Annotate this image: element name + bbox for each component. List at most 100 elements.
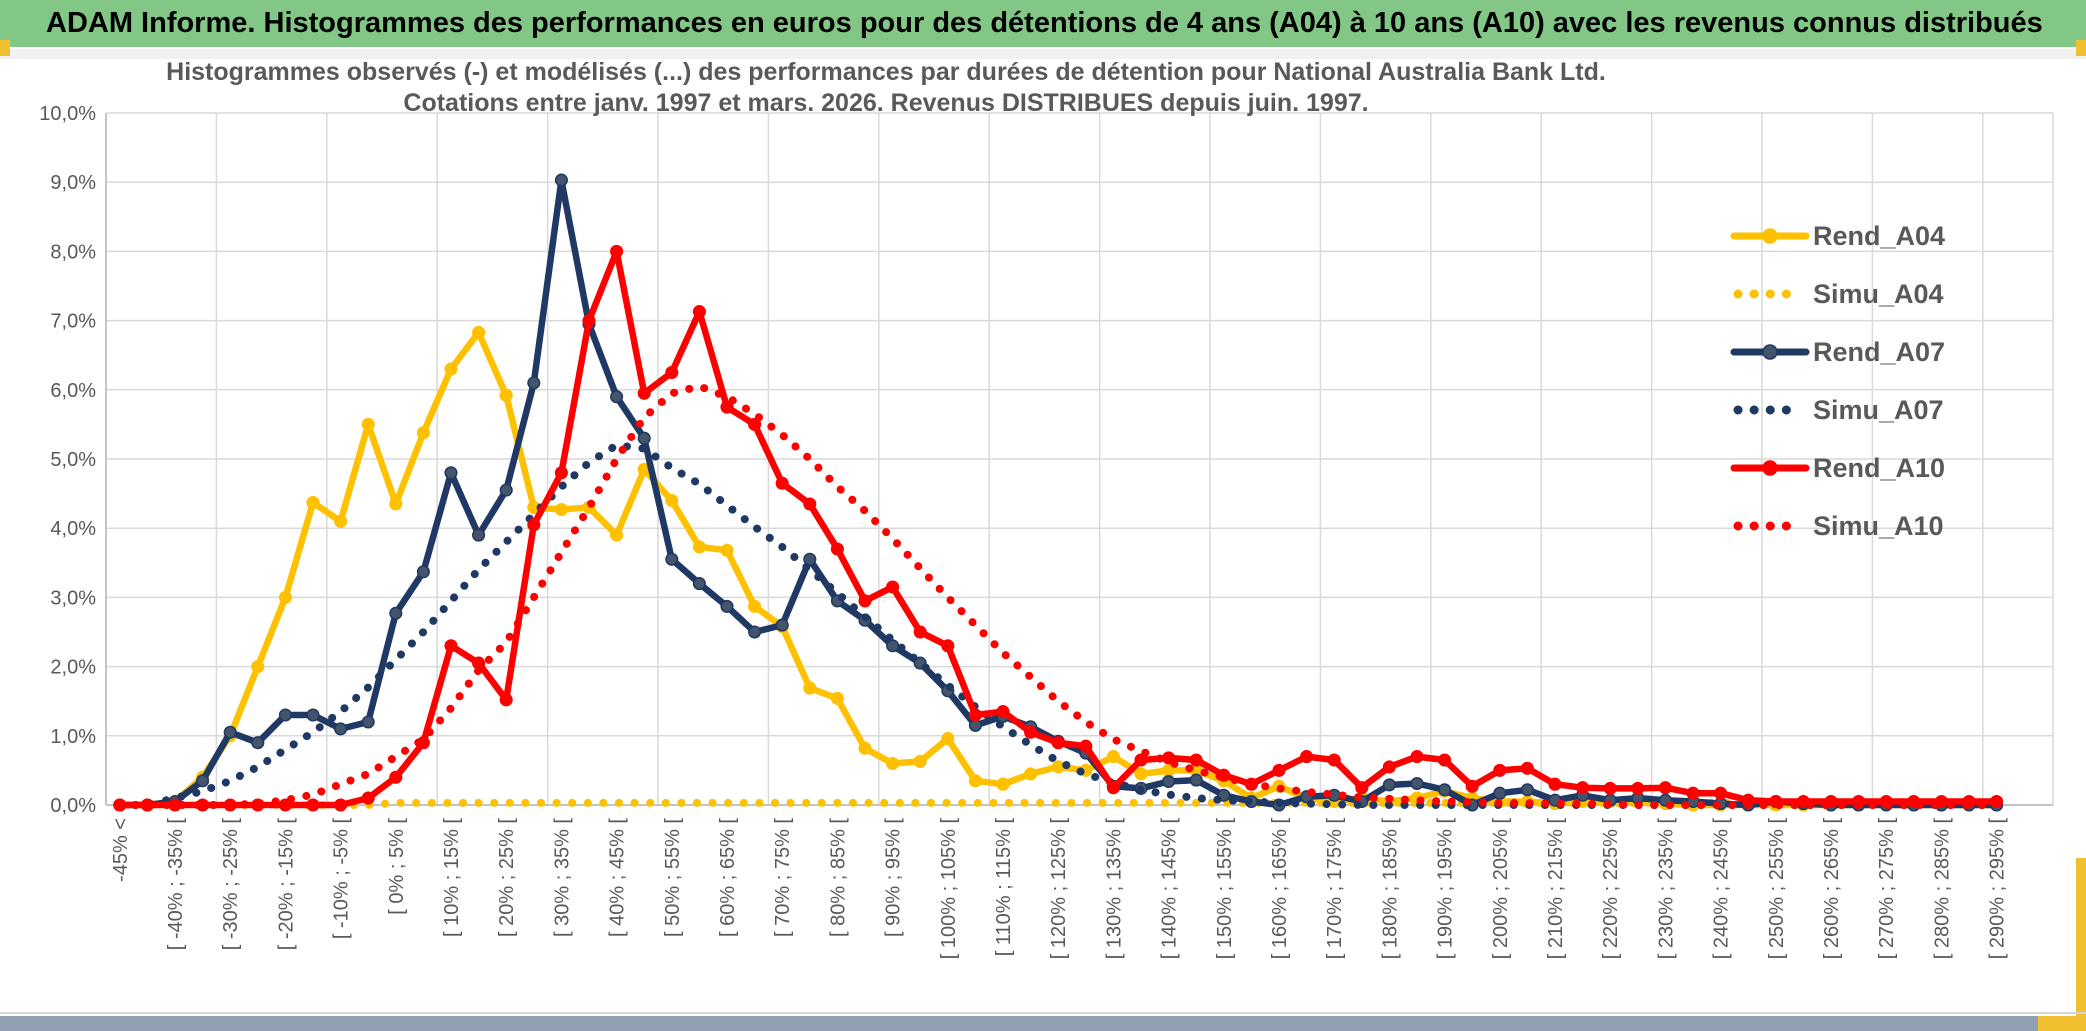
- x-category-label: [ 140% ; 145% [: [1159, 818, 1181, 960]
- marker-rend_a04: [389, 497, 403, 511]
- y-tick-label: 2,0%: [50, 657, 96, 679]
- marker-rend_a10: [1658, 781, 1672, 795]
- right-yellow-accent: [2076, 40, 2086, 56]
- ribbon-strip: [0, 47, 2086, 59]
- marker-rend_a10: [1355, 781, 1369, 795]
- chart-title: Histogrammes observés (-) et modélisés (…: [106, 57, 1666, 119]
- marker-rend_a07: [334, 722, 348, 736]
- marker-rend_a10: [637, 386, 651, 400]
- marker-rend_a07: [196, 774, 210, 788]
- footer-separator: [0, 1012, 2086, 1014]
- marker-rend_a10: [1714, 786, 1728, 800]
- x-category-label: [ 50% ; 55% [: [662, 818, 684, 937]
- marker-rend_a04: [720, 543, 734, 557]
- marker-rend_a07: [1382, 778, 1396, 792]
- marker-rend_a10: [1520, 761, 1534, 775]
- x-category-label: [ 0% ; 5% [: [386, 818, 408, 915]
- legend-label: Simu_A07: [1813, 394, 1944, 425]
- marker-rend_a04: [278, 590, 292, 604]
- marker-rend_a10: [1465, 779, 1479, 793]
- marker-rend_a10: [748, 417, 762, 431]
- legend-label: Rend_A10: [1813, 452, 1946, 483]
- marker-rend_a10: [1548, 777, 1562, 791]
- chart-title-line2: Cotations entre janv. 1997 et mars. 2026…: [403, 89, 1369, 117]
- marker-rend_a10: [554, 466, 568, 480]
- x-axis-labels: -45% < [ -40% ; -35% [[ -30% ; -25% [[ -2…: [110, 818, 2009, 960]
- marker-rend_a04: [444, 362, 458, 376]
- chart-title-line1: Histogrammes observés (-) et modélisés (…: [166, 58, 1606, 86]
- x-category-label: [ 60% ; 65% [: [717, 818, 739, 937]
- legend-swatch-solid: [1730, 460, 1810, 476]
- y-tick-label: 3,0%: [50, 587, 96, 609]
- marker-rend_a07: [306, 708, 320, 722]
- marker-rend_a10: [1631, 781, 1645, 795]
- marker-rend_a07: [361, 715, 375, 729]
- marker-rend_a10: [1410, 750, 1424, 764]
- legend-swatch-dot: [1733, 289, 1807, 299]
- x-category-label: [ 30% ; 35% [: [551, 818, 573, 937]
- marker-rend_a04: [251, 660, 265, 674]
- marker-rend_a04: [830, 691, 844, 705]
- x-category-label: [ 230% ; 235% [: [1655, 818, 1677, 960]
- x-category-label: [ 190% ; 195% [: [1435, 818, 1457, 960]
- marker-rend_a04: [306, 496, 320, 510]
- marker-rend_a07: [444, 466, 458, 480]
- x-category-label: [ 80% ; 85% [: [827, 818, 849, 937]
- marker-rend_a10: [1990, 794, 2004, 809]
- marker-rend_a04: [913, 754, 927, 768]
- legend-item-simu_a10[interactable]: Simu_A10: [1730, 497, 1945, 555]
- marker-rend_a07: [527, 376, 541, 390]
- marker-rend_a07: [1162, 774, 1176, 789]
- y-tick-label: 6,0%: [50, 380, 96, 402]
- x-category-label: [ 110% ; 115% [: [993, 818, 1015, 957]
- legend-item-rend_a10[interactable]: Rend_A10: [1730, 439, 1945, 497]
- marker-rend_a04: [416, 426, 430, 440]
- marker-rend_a04: [996, 777, 1010, 791]
- x-category-label: [ 210% ; 215% [: [1545, 818, 1567, 960]
- marker-rend_a10: [1272, 763, 1286, 777]
- marker-rend_a07: [223, 725, 237, 739]
- marker-rend_a10: [830, 542, 844, 556]
- y-axis-labels: 0,0% 1,0% 2,0% 3,0% 4,0% 5,0% 6,0% 7,0% 8,0% 9,0%…: [39, 103, 96, 817]
- marker-rend_a07: [1189, 773, 1203, 787]
- marker-rend_a10: [803, 497, 817, 511]
- marker-rend_a10: [527, 518, 541, 532]
- x-category-label: [ 90% ; 95% [: [883, 818, 905, 937]
- marker-rend_a10: [968, 708, 982, 722]
- marker-rend_a10: [913, 625, 927, 639]
- x-category-label: [ -20% ; -15% [: [275, 818, 297, 951]
- x-category-label: [ 220% ; 225% [: [1600, 818, 1622, 960]
- y-tick-label: 4,0%: [50, 518, 96, 540]
- legend-item-rend_a07[interactable]: Rend_A07: [1730, 323, 1945, 381]
- legend-item-rend_a04[interactable]: Rend_A04: [1730, 207, 1945, 265]
- x-category-label: [ 200% ; 205% [: [1490, 818, 1512, 960]
- marker-rend_a07: [416, 565, 430, 579]
- x-category-label: [ 120% ; 125% [: [1048, 818, 1070, 960]
- marker-rend_a10: [665, 365, 679, 380]
- legend-item-simu_a04[interactable]: Simu_A04: [1730, 265, 1945, 323]
- legend-label: Simu_A10: [1813, 510, 1944, 541]
- x-category-label: [ 20% ; 25% [: [496, 818, 518, 937]
- x-category-label: [ -40% ; -35% [: [165, 818, 187, 951]
- marker-rend_a10: [334, 798, 348, 812]
- marker-rend_a07: [610, 390, 624, 404]
- legend-item-simu_a07[interactable]: Simu_A07: [1730, 381, 1945, 439]
- marker-rend_a10: [1327, 753, 1341, 767]
- marker-rend_a10: [444, 639, 458, 653]
- y-tick-label: 0,0%: [50, 795, 96, 817]
- legend-swatch-dot: [1733, 405, 1807, 415]
- marker-rend_a04: [499, 388, 513, 402]
- marker-rend_a10: [1189, 753, 1203, 767]
- marker-rend_a07: [637, 431, 651, 445]
- marker-rend_a07: [1410, 776, 1424, 791]
- x-category-label: [ 270% ; 275% [: [1876, 818, 1898, 960]
- marker-rend_a07: [692, 577, 706, 591]
- marker-rend_a10: [1686, 786, 1700, 800]
- marker-rend_a10: [692, 305, 706, 319]
- marker-rend_a10: [720, 400, 734, 414]
- marker-rend_a04: [1134, 767, 1148, 781]
- marker-rend_a04: [554, 502, 568, 517]
- marker-rend_a10: [1134, 753, 1148, 767]
- marker-rend_a10: [1438, 753, 1452, 767]
